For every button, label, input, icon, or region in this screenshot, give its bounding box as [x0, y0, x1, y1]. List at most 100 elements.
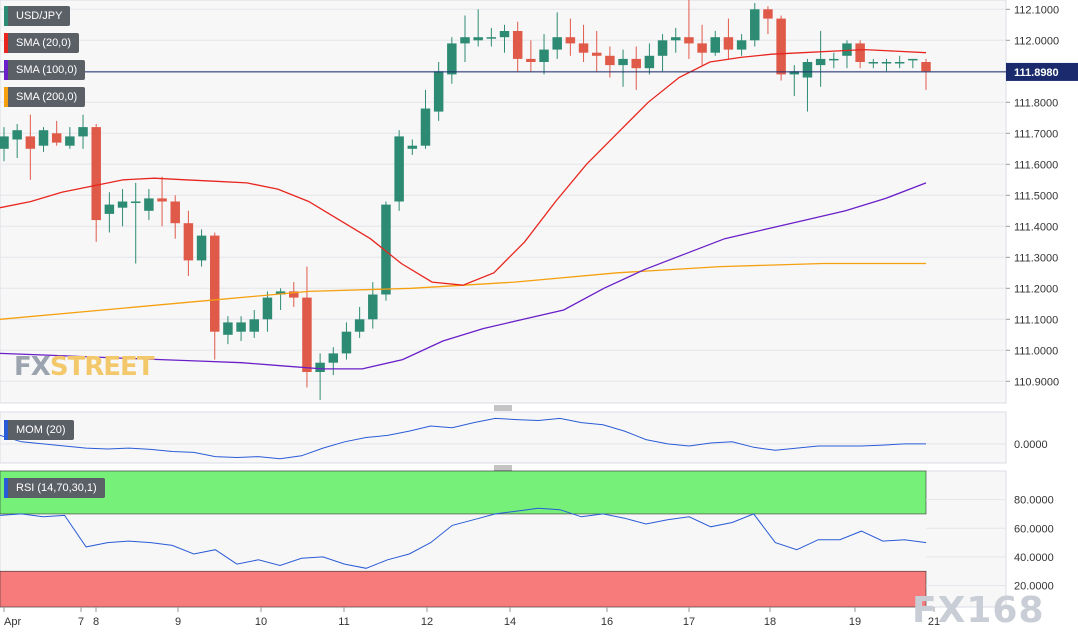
candle-body [815, 58, 826, 66]
candle-body [921, 62, 931, 72]
candle-body [565, 37, 576, 44]
mom-tick-label: 0.0000 [1014, 439, 1048, 451]
candle-body [210, 235, 220, 332]
candle-body [855, 43, 865, 62]
x-tick-label: 8 [93, 616, 99, 628]
candle-body [750, 9, 760, 41]
y-tick-label: 111.4000 [1014, 221, 1058, 233]
legend-usdjpy[interactable]: USD/JPY [4, 6, 71, 26]
candle-body [117, 201, 128, 208]
candle-body [684, 37, 694, 44]
legend-label: RSI (14,70,30,1) [16, 482, 97, 494]
candle-body [552, 37, 562, 50]
candle-body [236, 322, 246, 332]
candle-body [908, 58, 918, 61]
x-tick-label: 10 [255, 616, 267, 628]
y-tick-label: 111.7000 [1014, 128, 1058, 140]
legend-sma20[interactable]: SMA (20,0) [4, 33, 80, 53]
candle-body [526, 58, 536, 62]
rsi-oversold-zone [0, 570, 927, 608]
candle-body [183, 223, 194, 261]
legend-sma100[interactable]: SMA (100,0) [4, 60, 86, 80]
x-tick-label: 21 [928, 616, 940, 628]
candle-body [499, 31, 510, 38]
candle-body [447, 43, 457, 75]
candle-body [157, 198, 167, 202]
y-tick-label: 111.1000 [1014, 314, 1058, 326]
candle-body [0, 136, 9, 149]
candle-body [275, 291, 286, 295]
candle-body [578, 43, 589, 53]
x-tick-label: 14 [504, 616, 516, 628]
candle-body [644, 55, 655, 69]
candle-body [473, 37, 483, 41]
main-panel-bg [0, 0, 1007, 404]
rsi-tick-label: 20.0000 [1014, 581, 1054, 593]
candle-body [315, 362, 325, 372]
x-tick-label: 9 [175, 616, 181, 628]
candle-body [12, 130, 22, 140]
candle-body [302, 297, 312, 372]
legend-label: USD/JPY [16, 10, 63, 22]
candle-body [368, 294, 378, 320]
legend-rsi[interactable]: RSI (14,70,30,1) [4, 478, 105, 498]
y-tick-label: 111.5000 [1014, 190, 1058, 202]
candle-body [657, 40, 668, 56]
candle-body [868, 62, 879, 64]
x-tick-label: 7 [78, 616, 84, 628]
candle-body [354, 319, 365, 332]
candle-body [78, 127, 88, 137]
candle-body [249, 319, 259, 332]
candle-body [789, 71, 800, 75]
candle-body [710, 37, 720, 53]
candle-body [433, 71, 444, 112]
candle-body [91, 127, 101, 221]
candle-body [631, 58, 641, 69]
y-tick-label: 111.6000 [1014, 159, 1058, 171]
candle-body [196, 235, 207, 261]
candle-body [262, 297, 273, 320]
candle-body [51, 133, 62, 143]
y-tick-label: 111.0000 [1014, 345, 1058, 357]
candle-body [697, 43, 707, 53]
candle-body [394, 136, 404, 202]
x-tick-label: Apr [4, 616, 21, 628]
candle-body [539, 49, 549, 62]
candle-body [460, 37, 470, 44]
x-tick-label: 16 [601, 616, 613, 628]
candle-body [605, 55, 615, 66]
legend-label: SMA (20,0) [16, 37, 72, 49]
fx168-watermark: FX168 [912, 590, 1045, 631]
legend-label: MOM (20) [16, 424, 66, 436]
y-tick-label: 112.1000 [1014, 4, 1059, 16]
candle-body [776, 18, 786, 75]
y-tick-label: 112.0000 [1014, 35, 1059, 47]
x-tick-label: 17 [683, 616, 695, 628]
y-tick-label: 111.3000 [1014, 252, 1058, 264]
last-price-label: 111.8980 [1014, 67, 1059, 79]
legend-sma200[interactable]: SMA (200,0) [4, 87, 86, 107]
legend-mom[interactable]: MOM (20) [4, 420, 74, 440]
candle-body [25, 136, 36, 149]
mom-panel-bg [0, 411, 1007, 464]
rsi-tick-label: 80.0000 [1014, 495, 1054, 507]
candle-body [130, 201, 141, 203]
candle-body [420, 108, 431, 146]
fxstreet-watermark: FXSTREET [14, 352, 155, 382]
candle-body [881, 62, 892, 64]
candle-body [894, 62, 905, 64]
candle-body [763, 9, 773, 19]
rsi-tick-label: 40.0000 [1014, 552, 1054, 564]
candle-body [486, 37, 497, 39]
y-tick-label: 111.8000 [1014, 97, 1058, 109]
rsi-overbought-zone [0, 470, 927, 515]
candle-body [38, 130, 49, 146]
rsi-tick-label: 60.0000 [1014, 523, 1054, 535]
candle-body [802, 62, 813, 78]
candle-body [341, 331, 352, 354]
rsi-line [0, 507, 927, 569]
y-tick-label: 110.9000 [1014, 376, 1059, 388]
sma-20-line [0, 48, 927, 286]
y-tick-label: 111.2000 [1014, 283, 1058, 295]
candle-body [328, 353, 339, 363]
